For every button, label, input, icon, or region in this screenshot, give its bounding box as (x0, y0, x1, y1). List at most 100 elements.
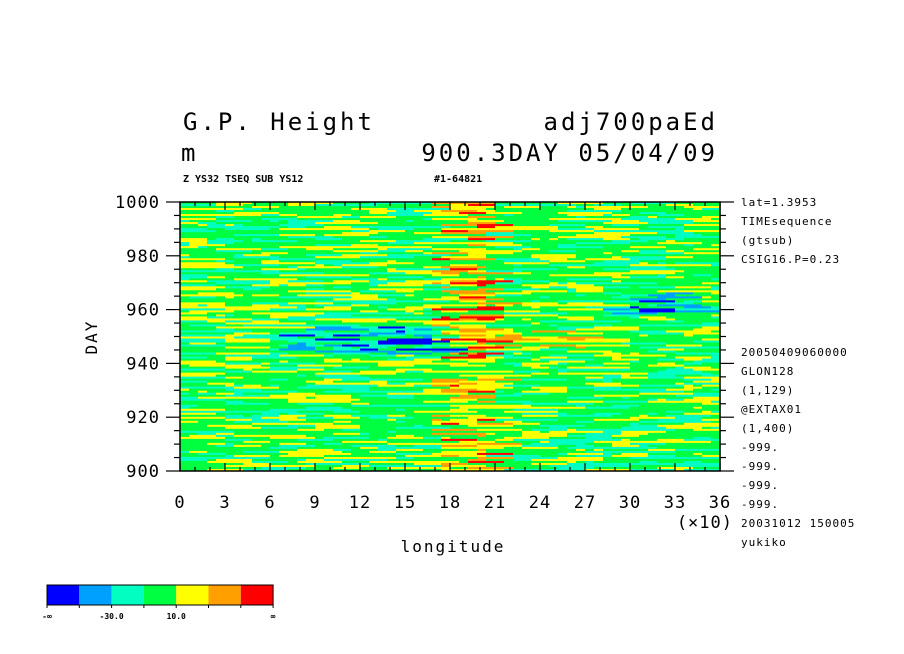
heatmap-cell (639, 316, 667, 319)
heatmap-cell (558, 214, 568, 217)
heatmap-cell (198, 304, 208, 307)
heatmap-cell (558, 232, 586, 235)
heatmap-cell (495, 322, 532, 325)
heatmap-cell (585, 360, 631, 363)
heatmap-cell (693, 232, 712, 235)
heatmap-cell (567, 348, 595, 351)
heatmap-cell (423, 412, 451, 416)
heatmap-cell (603, 368, 631, 372)
heatmap-cell (522, 248, 541, 251)
heatmap-cell (279, 234, 316, 237)
heatmap-cell (180, 358, 217, 361)
heatmap-cell (531, 322, 541, 325)
heatmap-cell (639, 310, 658, 313)
heatmap-cell (342, 294, 379, 297)
heatmap-cell (459, 328, 505, 331)
heatmap-cell (189, 364, 235, 368)
heatmap-cell (342, 222, 379, 225)
heatmap-cell (369, 274, 406, 277)
heatmap-cell (225, 418, 253, 422)
heatmap-cell (639, 360, 658, 363)
heatmap-cell (666, 346, 685, 349)
heatmap-cell (657, 358, 685, 361)
heatmap-cell (216, 220, 253, 223)
heatmap-cell (477, 226, 496, 229)
heatmap-cell (243, 334, 280, 337)
heatmap-cell (504, 358, 523, 361)
x-tick-label: 0 (174, 493, 185, 513)
heatmap-cell (675, 218, 685, 221)
heatmap-cell (405, 372, 442, 376)
heatmap-cell (315, 374, 325, 378)
heatmap-cell (540, 238, 550, 241)
heatmap-cell (603, 448, 649, 452)
heatmap-cell (414, 334, 433, 337)
heatmap-cell (711, 316, 721, 319)
heatmap-cell (630, 308, 640, 311)
heatmap-cell (576, 416, 595, 420)
colorbar-swatch (208, 585, 241, 605)
heatmap-cell (180, 340, 226, 343)
heatmap-cell (369, 312, 415, 315)
heatmap-cell (279, 318, 289, 321)
heatmap-cell (378, 248, 388, 251)
heatmap-cell (387, 236, 433, 239)
heatmap-cell (639, 260, 685, 263)
heatmap-cell (450, 404, 487, 408)
heatmap-cell (576, 258, 586, 261)
heatmap-cell (225, 416, 262, 420)
heatmap-cell (459, 274, 496, 277)
heatmap-cell (666, 342, 694, 345)
heatmap-cell (396, 408, 406, 412)
heatmap-cell (225, 350, 271, 353)
heatmap-cell (432, 318, 460, 321)
heatmap-cell (270, 346, 289, 349)
heatmap-cell (486, 458, 514, 462)
heatmap-cell (657, 248, 694, 251)
heatmap-cell (576, 250, 622, 253)
y-tick-label: 920 (126, 408, 160, 428)
heatmap-cell (585, 244, 613, 247)
heatmap-cell (387, 248, 433, 251)
heatmap-cell (270, 342, 298, 345)
heatmap-cell (666, 262, 676, 265)
heatmap-cell (684, 300, 703, 303)
heatmap-cell (693, 380, 712, 384)
heatmap-cell (360, 458, 388, 462)
heatmap-cell (684, 436, 694, 440)
heatmap-cell (405, 398, 451, 402)
heatmap-cell (621, 412, 649, 416)
heatmap-cell (459, 326, 487, 329)
heatmap-cell (441, 316, 451, 319)
heatmap-cell (288, 290, 307, 293)
heatmap-cell (342, 356, 388, 359)
heatmap-cell (243, 254, 271, 257)
heatmap-cell (387, 256, 415, 259)
heatmap-cell (495, 336, 523, 339)
heatmap-cell (270, 422, 298, 426)
heatmap-cell (279, 262, 316, 265)
heatmap-cell (621, 402, 658, 406)
heatmap-cell (279, 330, 307, 333)
heatmap-cell (297, 342, 307, 345)
heatmap-cell (360, 424, 397, 428)
heatmap-cell (504, 334, 523, 337)
heatmap-cell (450, 262, 496, 265)
heatmap-cell (495, 394, 523, 398)
heatmap-cell (396, 374, 415, 378)
heatmap-cell (297, 442, 307, 446)
heatmap-cell (270, 338, 316, 341)
heatmap-cell (378, 438, 388, 442)
heatmap-cell (441, 310, 469, 313)
heatmap-cell (657, 280, 676, 283)
heatmap-cell (702, 386, 712, 390)
heatmap-cell (630, 338, 667, 341)
heatmap-cell (441, 256, 487, 259)
heatmap-cell (531, 356, 541, 359)
heatmap-cell (369, 464, 397, 468)
heatmap-cell (513, 456, 523, 460)
heatmap-cell (666, 208, 694, 211)
heatmap-cell (477, 428, 523, 432)
heatmap-cell (594, 232, 640, 235)
heatmap-cell (180, 422, 208, 426)
